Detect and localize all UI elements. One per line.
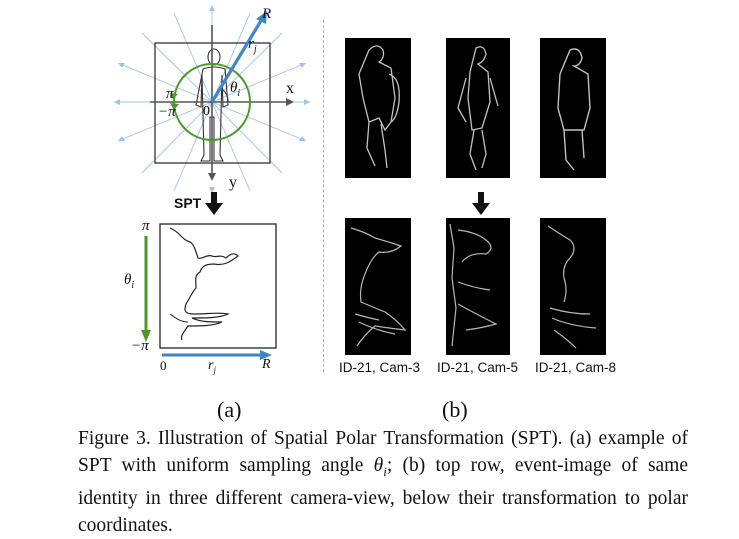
polar-plot bbox=[141, 223, 277, 360]
radius-arrow bbox=[210, 18, 264, 103]
minus-pi-label: −π bbox=[158, 104, 176, 120]
polar-image-cam8 bbox=[540, 218, 606, 355]
spt-label: SPT bbox=[174, 195, 202, 211]
event-image-cam3 bbox=[345, 38, 411, 178]
circle-arrow-2 bbox=[170, 93, 178, 99]
polar-frame bbox=[159, 223, 277, 349]
spt-diagram bbox=[114, 5, 310, 193]
y-axis-arrow bbox=[208, 173, 216, 181]
rj-label: rj bbox=[248, 36, 257, 55]
polar-contour bbox=[169, 227, 239, 341]
polar-zero-label: 0 bbox=[160, 358, 167, 373]
x-axis-label: x bbox=[286, 80, 294, 97]
panel-b-label: (b) bbox=[442, 397, 468, 422]
theta-arc bbox=[221, 88, 229, 103]
polar-R-label: R bbox=[262, 357, 271, 372]
polar-theta-label: θi bbox=[124, 272, 135, 291]
panel-divider bbox=[323, 20, 324, 372]
radius-arrowhead bbox=[256, 11, 267, 24]
polar-pi-top: π bbox=[142, 218, 150, 234]
polar-rj-label: rj bbox=[208, 358, 216, 375]
spt-down-arrow-icon bbox=[205, 192, 223, 215]
cam-label: ID-21, Cam-8 bbox=[535, 360, 617, 375]
circle-arrow bbox=[170, 103, 179, 110]
event-image-cam5 bbox=[446, 38, 510, 178]
polar-image-cam3 bbox=[345, 218, 411, 355]
pi-label: π bbox=[166, 86, 174, 102]
panel-a-label: (a) bbox=[217, 397, 242, 422]
transform-down-arrow-icon bbox=[472, 192, 490, 215]
origin-label: 0 bbox=[203, 104, 210, 119]
ray-arrowheads bbox=[114, 5, 310, 193]
polar-minus-pi: −π bbox=[131, 338, 149, 354]
y-axis-label: y bbox=[229, 174, 237, 191]
polar-image-cam5 bbox=[446, 218, 510, 355]
figure-caption: Figure 3. Illustration of Spatial Polar … bbox=[78, 428, 689, 536]
cam-label: ID-21, Cam-5 bbox=[437, 360, 519, 375]
x-axis-arrow bbox=[286, 98, 294, 106]
event-image-cam8 bbox=[540, 38, 606, 178]
radius-label: R bbox=[262, 6, 272, 22]
cam-label: ID-21, Cam-3 bbox=[339, 360, 421, 375]
theta-label: θi bbox=[230, 80, 241, 99]
sampling-circle bbox=[173, 63, 251, 141]
